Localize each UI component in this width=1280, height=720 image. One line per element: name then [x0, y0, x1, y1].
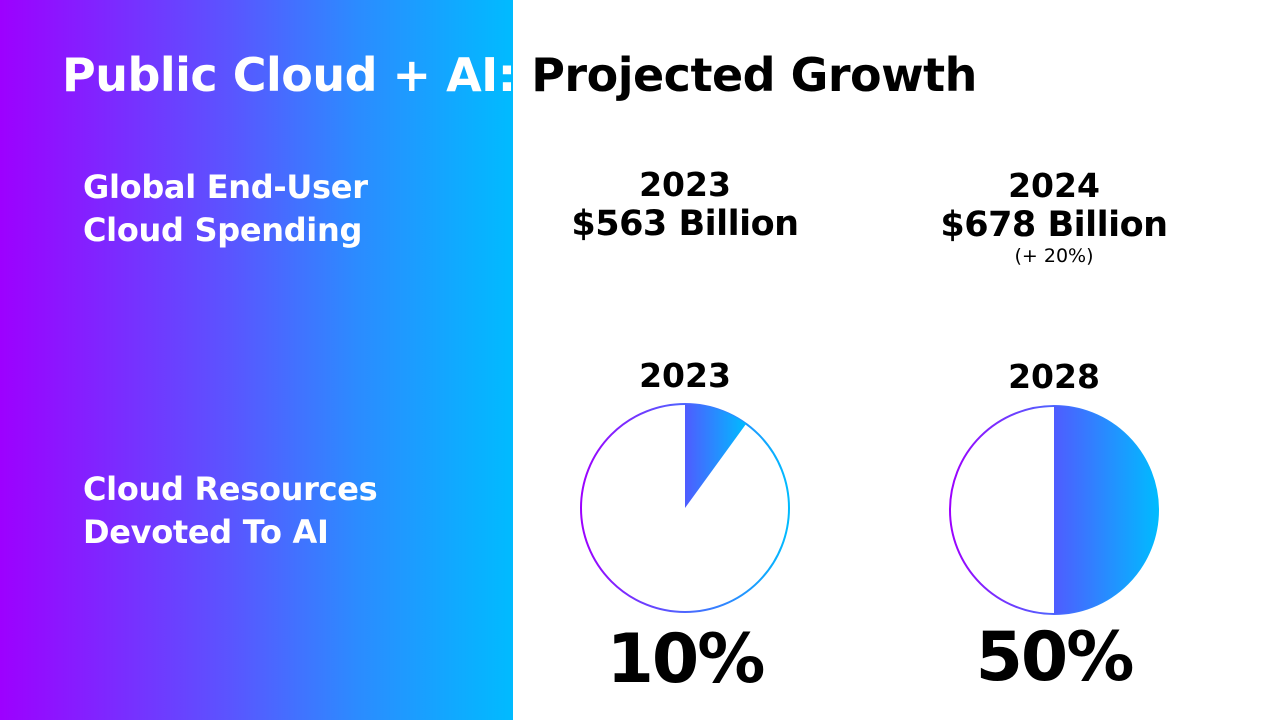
- spending-label-line1: Global End-User: [83, 168, 368, 206]
- pie-chart-2023: [580, 403, 790, 613]
- spending-amount: $563 Billion: [571, 204, 799, 244]
- ai-percent-2023: 10%: [606, 620, 766, 699]
- pie-slice-ai: [1054, 406, 1158, 614]
- spending-label-line2: Cloud Spending: [83, 211, 363, 249]
- ai-label: Cloud Resources Devoted To AI: [83, 468, 378, 554]
- pie-slice-ai: [685, 404, 747, 508]
- spending-label: Global End-User Cloud Spending: [83, 166, 368, 252]
- gradient-panel: [0, 0, 513, 720]
- spending-year: 2024: [1008, 166, 1100, 205]
- ai-year-2028: 2028: [1008, 357, 1100, 396]
- spending-amount: $678 Billion: [940, 205, 1168, 245]
- title-part-white: Public Cloud + AI:: [62, 48, 516, 102]
- ai-label-line2: Devoted To AI: [83, 513, 329, 551]
- title-part-black: Projected Growth: [515, 48, 977, 102]
- page-title: Public Cloud + AI: Projected Growth: [62, 48, 977, 102]
- spending-change: (+ 20%): [1014, 245, 1094, 267]
- spending-year: 2023: [639, 165, 731, 204]
- ai-percent-2028: 50%: [975, 618, 1135, 697]
- ai-year-2023: 2023: [639, 356, 731, 395]
- spending-2024: 2024 $678 Billion (+ 20%): [904, 166, 1204, 267]
- pie-chart-2028: [949, 405, 1159, 615]
- ai-label-line1: Cloud Resources: [83, 470, 378, 508]
- spending-2023: 2023 $563 Billion: [535, 165, 835, 244]
